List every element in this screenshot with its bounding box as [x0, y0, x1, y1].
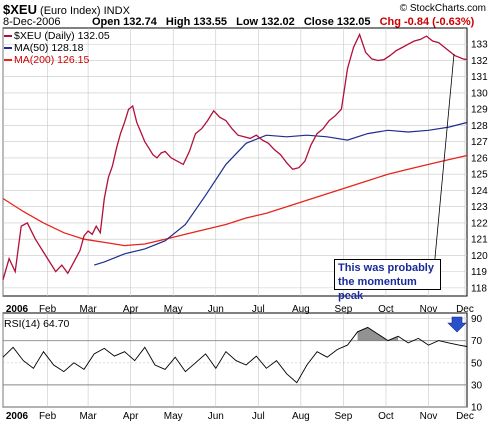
y-tick-label-price: 124: [471, 186, 488, 197]
x-tick-label-price: Aug: [292, 304, 310, 315]
x-tick-label-rsi: Jul: [252, 411, 265, 422]
legend-ma50: MA(50) 128.18: [4, 42, 83, 54]
y-tick-label-price: 120: [471, 251, 488, 262]
x-tick-label-rsi: Sep: [335, 411, 353, 422]
x-tick-label-price: Nov: [420, 304, 438, 315]
annotation-line-2: the momentum peak: [338, 276, 417, 302]
index-name: (Euro Index): [40, 5, 101, 17]
legend-swatch-ma200: [4, 59, 12, 62]
ohlc-stats: Open 132.74 High 133.55 Low 132.02 Close…: [92, 16, 480, 28]
x-tick-label-price: 2006: [6, 304, 29, 315]
ma200-line: [2, 154, 468, 247]
y-tick-label-price: 126: [471, 153, 488, 164]
annotation-line-1: This was probably: [338, 262, 434, 274]
y-tick-label-price: 119: [471, 267, 487, 278]
y-tick-label-price: 128: [471, 121, 488, 132]
y-tick-label-price: 132: [471, 56, 488, 67]
x-tick-label-rsi: Dec: [456, 411, 474, 422]
low-value: Low 132.02: [236, 16, 295, 28]
x-tick-label-rsi: May: [164, 411, 183, 422]
x-tick-label-price: Oct: [378, 304, 394, 315]
legend-swatch-main: [4, 35, 12, 38]
y-tick-label-rsi: 30: [471, 380, 483, 391]
price-panel-frame: [2, 27, 468, 297]
x-tick-label-rsi: Mar: [79, 411, 97, 422]
legend-ma200-label: MA(200) 126.15: [14, 54, 90, 66]
y-tick-label-price: 118: [471, 283, 487, 294]
exchange: INDX: [103, 5, 130, 17]
y-tick-label-price: 125: [471, 170, 488, 181]
symbol: $XEU: [3, 2, 37, 17]
y-tick-label-rsi: 70: [471, 336, 483, 347]
high-value: High 133.55: [165, 16, 228, 28]
rsi-line: [2, 326, 468, 384]
x-tick-label-rsi: 2006: [6, 411, 29, 422]
y-tick-label-price: 129: [471, 105, 488, 116]
legend-ma50-label: MA(50) 128.18: [14, 42, 84, 54]
change-value: Chg -0.84 (-0.63%): [379, 16, 475, 28]
y-tick-label-rsi: 90: [471, 314, 483, 325]
y-tick-label-price: 123: [471, 202, 488, 213]
y-tick-label-price: 131: [471, 72, 488, 83]
rsi-label: RSI(14) 64.70: [4, 318, 70, 330]
date-label: 8-Dec-2006: [3, 16, 61, 28]
legend-swatch-ma50: [4, 47, 12, 50]
x-tick-label-rsi: Aug: [292, 411, 310, 422]
y-tick-label-price: 122: [471, 218, 488, 229]
x-tick-label-price: Jun: [208, 304, 224, 315]
annotation-arrow-icon: [447, 316, 467, 333]
x-tick-label-rsi: Feb: [39, 411, 57, 422]
x-tick-label-rsi: Apr: [123, 411, 139, 422]
x-tick-label-price: Dec: [456, 304, 474, 315]
open-value: Open 132.74: [92, 16, 157, 28]
y-tick-label-rsi: 10: [471, 403, 483, 414]
x-tick-label-price: Mar: [79, 304, 97, 315]
x-tick-label-price: May: [164, 304, 183, 315]
x-tick-label-price: Apr: [123, 304, 139, 315]
x-tick-label-price: Jul: [252, 304, 265, 315]
copyright: © StockCharts.com: [399, 3, 486, 14]
x-tick-label-rsi: Oct: [378, 411, 394, 422]
legend-ma200: MA(200) 126.15: [4, 54, 89, 66]
chart-title: $XEU (Euro Index) INDX: [3, 2, 130, 17]
legend-main: $XEU (Daily) 132.05: [4, 30, 110, 42]
ma50-line: [94, 121, 468, 266]
price-line: [2, 32, 468, 280]
x-tick-label-rsi: Jun: [208, 411, 224, 422]
annotation-pointer: [431, 53, 455, 291]
y-tick-label-price: 130: [471, 88, 488, 99]
legend-main-label: $XEU (Daily) 132.05: [14, 30, 110, 42]
y-tick-label-rsi: 50: [471, 358, 483, 369]
y-tick-label-price: 133: [471, 40, 488, 51]
x-tick-label-price: Feb: [39, 304, 57, 315]
x-tick-label-price: Sep: [335, 304, 353, 315]
y-tick-label-price: 127: [471, 137, 488, 148]
y-tick-label-price: 121: [471, 235, 488, 246]
x-tick-label-rsi: Nov: [420, 411, 438, 422]
annotation-box: This was probably the momentum peak: [334, 259, 441, 302]
close-value: Close 132.05: [303, 16, 371, 28]
